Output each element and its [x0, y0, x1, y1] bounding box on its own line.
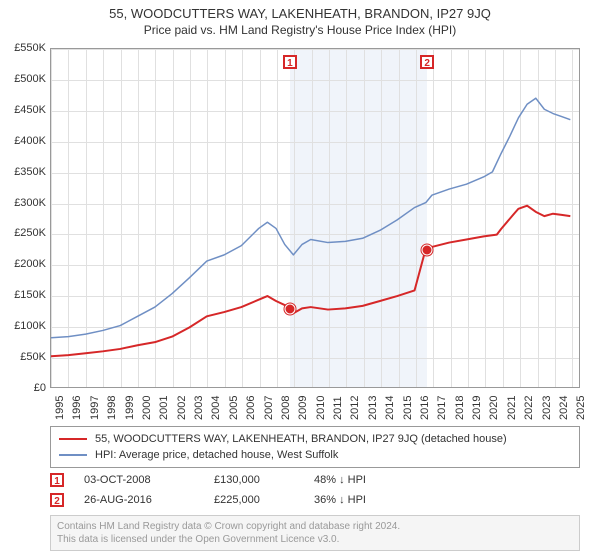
sale-marker-icon: 2 — [50, 493, 64, 507]
chart-lines — [51, 49, 579, 387]
x-tick-label: 2006 — [245, 380, 257, 420]
y-tick-label: £200K — [0, 258, 46, 270]
x-tick-label: 2002 — [176, 380, 188, 420]
sale-row: 1 03-OCT-2008 £130,000 48% ↓ HPI — [50, 470, 580, 490]
footer-line: Contains HM Land Registry data © Crown c… — [57, 520, 573, 533]
plot-area: 12 — [50, 48, 580, 388]
x-tick-label: 2019 — [471, 380, 483, 420]
y-tick-label: £450K — [0, 104, 46, 116]
attribution-footer: Contains HM Land Registry data © Crown c… — [50, 515, 580, 551]
y-tick-label: £50K — [0, 351, 46, 363]
x-tick-label: 2015 — [402, 380, 414, 420]
x-tick-label: 2023 — [541, 380, 553, 420]
x-tick-label: 1997 — [89, 380, 101, 420]
x-tick-label: 2007 — [263, 380, 275, 420]
x-tick-label: 1998 — [106, 380, 118, 420]
footer-line: This data is licensed under the Open Gov… — [57, 533, 573, 546]
x-tick-label: 2020 — [488, 380, 500, 420]
x-tick-label: 2025 — [575, 380, 587, 420]
y-tick-label: £150K — [0, 289, 46, 301]
sales-table: 1 03-OCT-2008 £130,000 48% ↓ HPI 2 26-AUG-201… — [50, 470, 580, 510]
price-chart: 55, WOODCUTTERS WAY, LAKENHEATH, BRANDON… — [0, 0, 600, 560]
x-tick-label: 2005 — [228, 380, 240, 420]
x-tick-label: 2008 — [280, 380, 292, 420]
y-tick-label: £350K — [0, 166, 46, 178]
sale-marker-1: 1 — [283, 55, 297, 69]
legend-label: HPI: Average price, detached house, West… — [95, 447, 338, 463]
x-tick-label: 2021 — [506, 380, 518, 420]
x-tick-label: 2003 — [193, 380, 205, 420]
y-tick-label: £550K — [0, 42, 46, 54]
sale-price: £130,000 — [214, 474, 294, 486]
x-tick-label: 2004 — [210, 380, 222, 420]
x-tick-label: 2011 — [332, 380, 344, 420]
y-tick-label: £100K — [0, 320, 46, 332]
legend-row-property: 55, WOODCUTTERS WAY, LAKENHEATH, BRANDON… — [59, 431, 571, 447]
sale-marker-2: 2 — [420, 55, 434, 69]
y-tick-label: £250K — [0, 227, 46, 239]
legend-row-hpi: HPI: Average price, detached house, West… — [59, 447, 571, 463]
y-tick-label: £400K — [0, 135, 46, 147]
sale-point — [422, 244, 433, 255]
x-tick-label: 2013 — [367, 380, 379, 420]
x-tick-label: 1999 — [124, 380, 136, 420]
sale-row: 2 26-AUG-2016 £225,000 36% ↓ HPI — [50, 490, 580, 510]
chart-titles: 55, WOODCUTTERS WAY, LAKENHEATH, BRANDON… — [0, 0, 600, 37]
y-tick-label: £300K — [0, 197, 46, 209]
legend-swatch — [59, 454, 87, 456]
x-tick-label: 2016 — [419, 380, 431, 420]
y-tick-label: £500K — [0, 73, 46, 85]
sale-hpi-delta: 36% ↓ HPI — [314, 494, 414, 506]
x-tick-label: 2001 — [158, 380, 170, 420]
x-tick-label: 2022 — [523, 380, 535, 420]
sale-date: 26-AUG-2016 — [84, 494, 194, 506]
x-tick-label: 1995 — [54, 380, 66, 420]
legend-swatch — [59, 438, 87, 440]
x-tick-label: 2009 — [297, 380, 309, 420]
chart-subtitle: Price paid vs. HM Land Registry's House … — [0, 23, 600, 37]
x-tick-label: 2018 — [454, 380, 466, 420]
sale-hpi-delta: 48% ↓ HPI — [314, 474, 414, 486]
x-tick-label: 1996 — [71, 380, 83, 420]
x-tick-label: 2010 — [315, 380, 327, 420]
x-tick-label: 2017 — [436, 380, 448, 420]
sale-date: 03-OCT-2008 — [84, 474, 194, 486]
sale-point — [284, 303, 295, 314]
x-tick-label: 2014 — [384, 380, 396, 420]
sale-price: £225,000 — [214, 494, 294, 506]
legend-label: 55, WOODCUTTERS WAY, LAKENHEATH, BRANDON… — [95, 431, 507, 447]
x-tick-label: 2012 — [349, 380, 361, 420]
x-tick-label: 2024 — [558, 380, 570, 420]
y-tick-label: £0 — [0, 382, 46, 394]
sale-marker-icon: 1 — [50, 473, 64, 487]
x-tick-label: 2000 — [141, 380, 153, 420]
chart-title-address: 55, WOODCUTTERS WAY, LAKENHEATH, BRANDON… — [0, 6, 600, 21]
legend: 55, WOODCUTTERS WAY, LAKENHEATH, BRANDON… — [50, 426, 580, 468]
